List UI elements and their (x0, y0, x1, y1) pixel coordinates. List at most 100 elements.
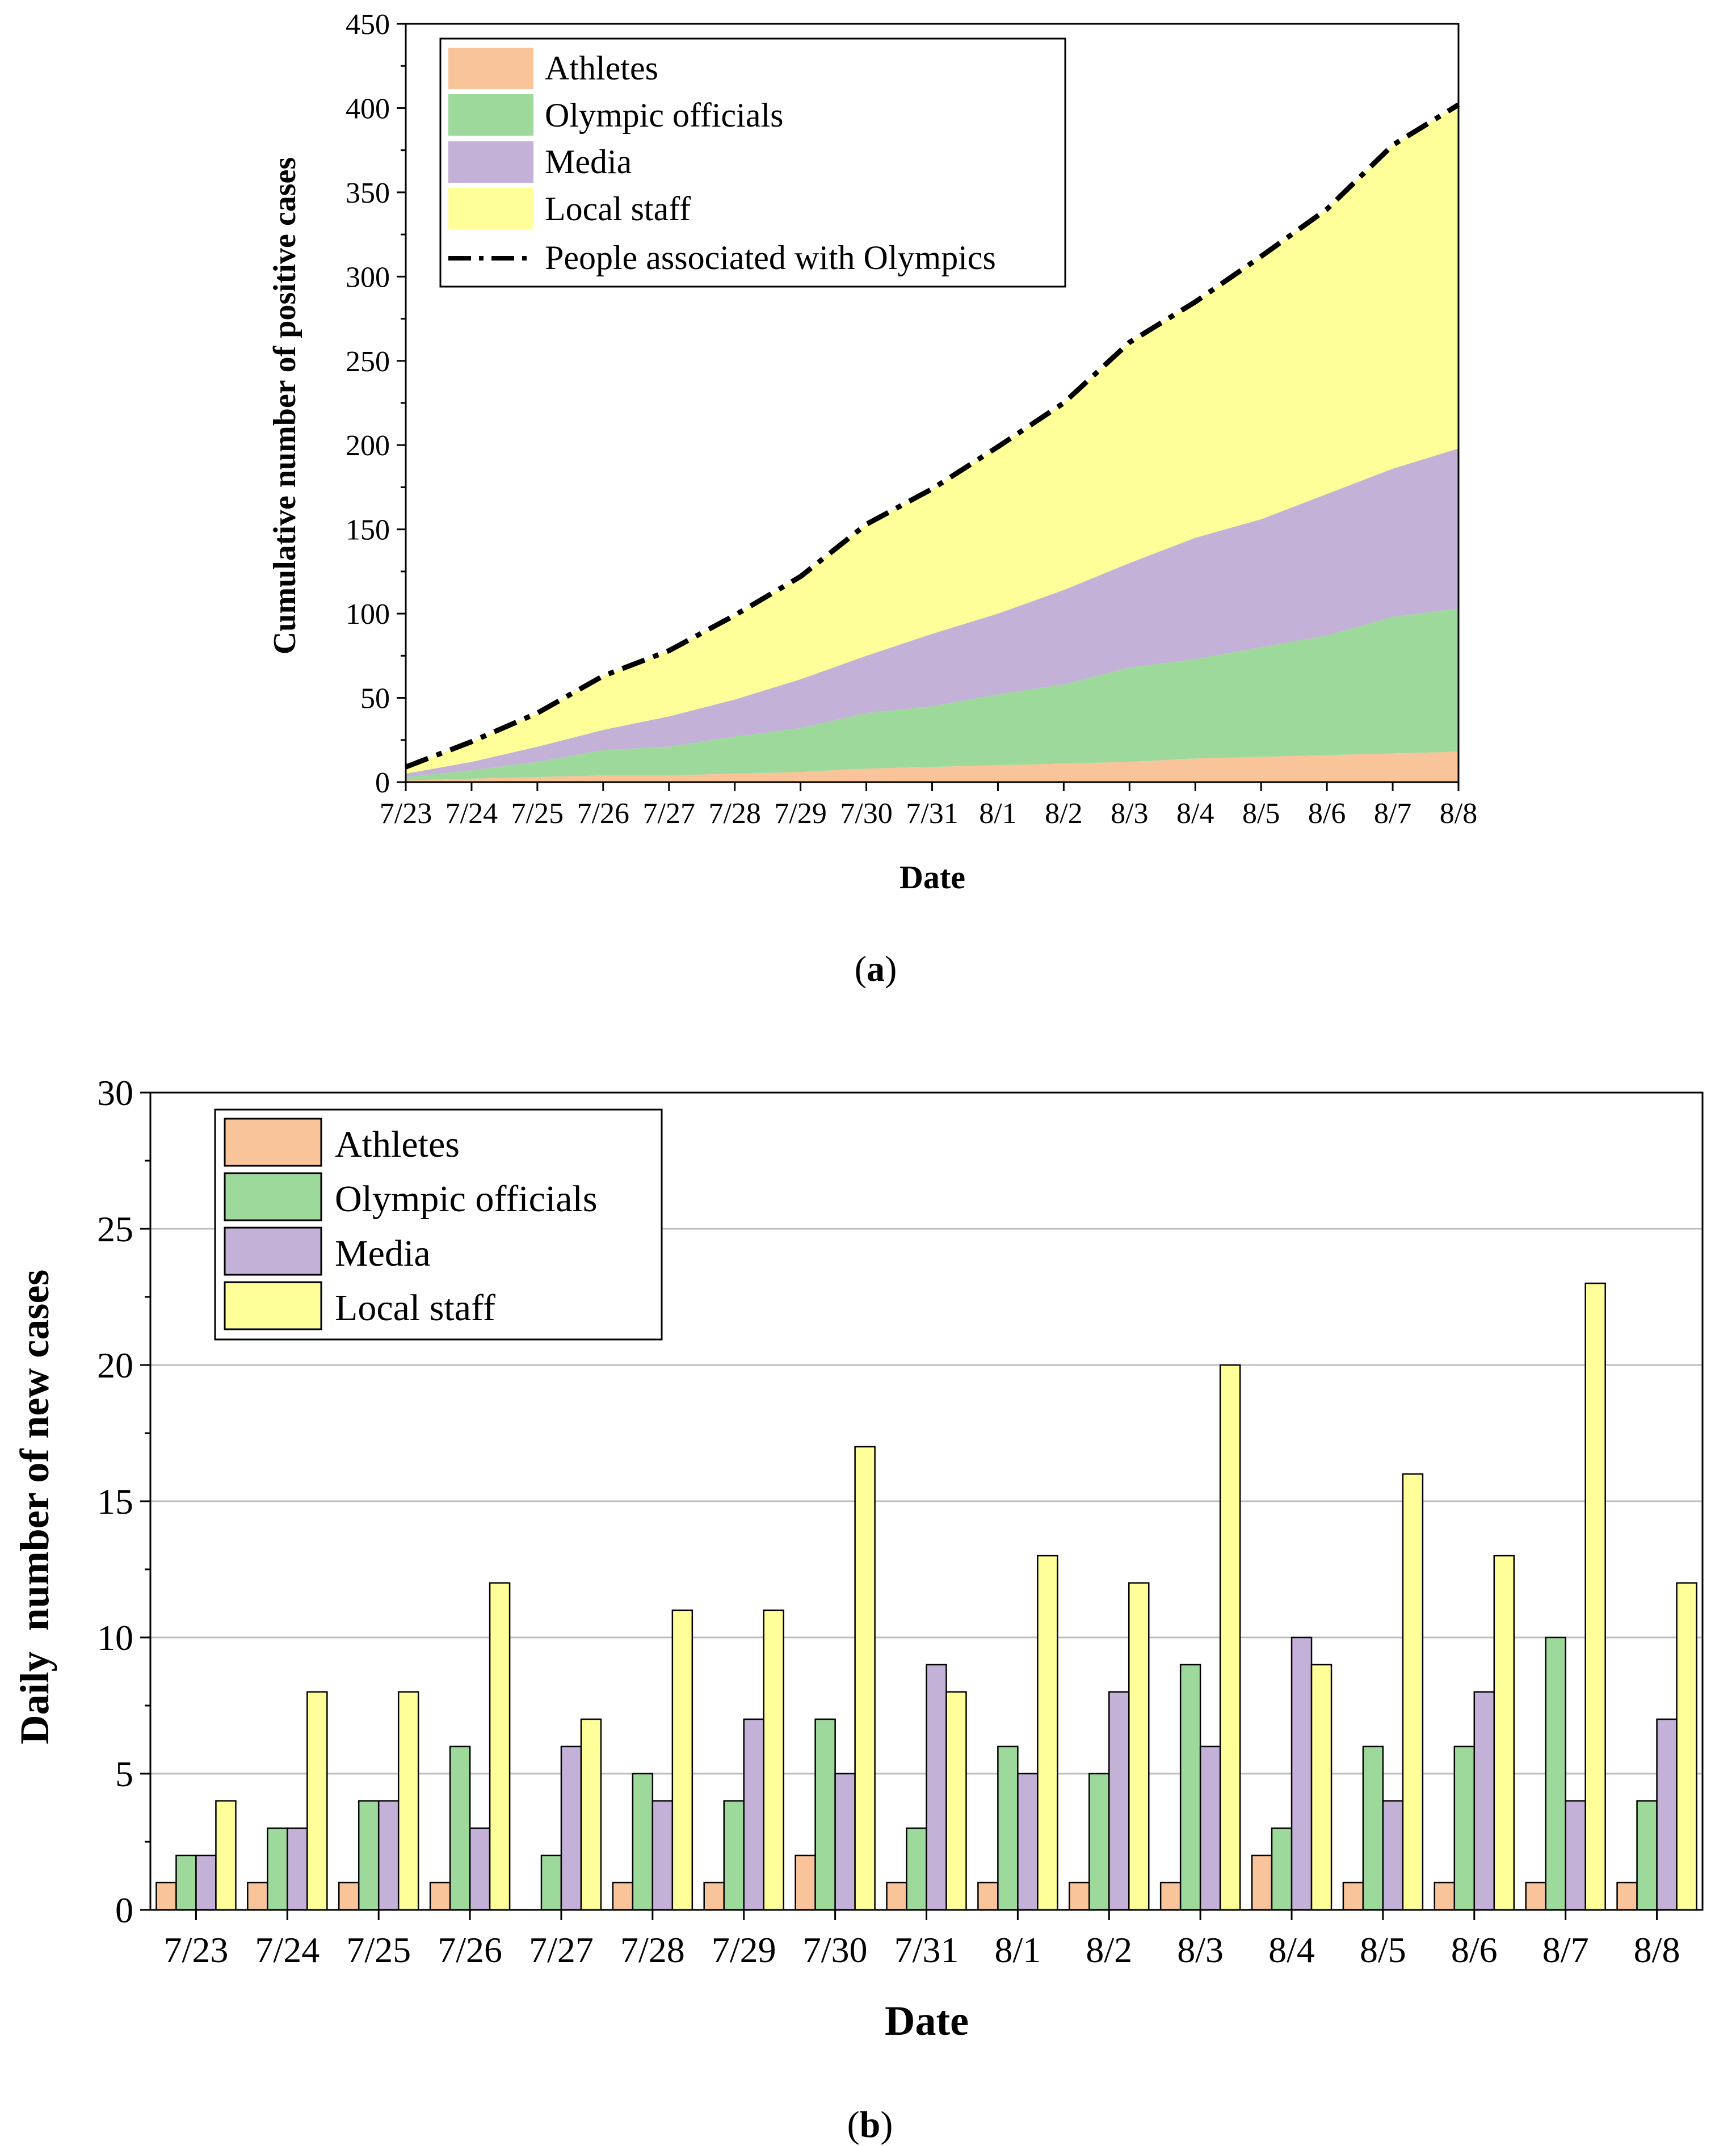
line-total-olympics (405, 102, 1460, 770)
legend-b: Athletes Olympic officials Media Local s… (214, 1108, 663, 1341)
bar-local-staff-7-27 (580, 1718, 602, 1911)
x-tick-label: 7/31 (894, 1930, 959, 1970)
x-tick-label: 7/26 (577, 797, 629, 830)
bar-media-8-7 (1565, 1800, 1586, 1911)
y-axis-title-a: Cumulative number of positive cases (267, 157, 302, 654)
y-tick-label: 25 (97, 1209, 133, 1249)
bar-athletes-7-30 (795, 1854, 816, 1911)
bar-media-7-28 (651, 1800, 674, 1911)
bar-athletes-7-25 (338, 1882, 360, 1911)
x-tick-label: 7/26 (438, 1930, 502, 1970)
bar-media-8-3 (1199, 1745, 1221, 1911)
bar-athletes-7-28 (612, 1882, 634, 1911)
x-axis-b: 7/23 7/24 7/25 7/26 7/27 7/28 7/29 7/30 7/31 8/1 8… (164, 1910, 1680, 1970)
legend-a: Athletes Olympic officials Media Local s… (439, 37, 1066, 288)
y-tick-label: 30 (97, 1073, 133, 1113)
bar-local-staff-7-23 (215, 1800, 237, 1911)
y-axis-title-b: Daily number of new cases (12, 1270, 57, 1745)
bar-local-staff-8-5 (1402, 1473, 1424, 1911)
bar-media-7-29 (743, 1718, 764, 1911)
x-tick-label: 7/30 (803, 1930, 868, 1970)
bar-olympic-officials-7-30 (814, 1718, 836, 1911)
y-tick-label: 400 (346, 93, 390, 125)
y-tick-label: 300 (346, 261, 390, 293)
y-tick-label: 0 (375, 767, 390, 799)
x-tick-label: 7/25 (511, 797, 564, 830)
x-tick-label: 8/5 (1360, 1930, 1406, 1970)
y-tick-label: 250 (346, 346, 390, 378)
legend-label-officials: Olympic officials (335, 1178, 598, 1220)
bar-athletes-8-6 (1434, 1882, 1456, 1911)
bar-olympic-officials-7-25 (358, 1800, 380, 1911)
bar-local-staff-8-3 (1219, 1364, 1241, 1911)
y-tick-label: 0 (115, 1890, 133, 1930)
y-tick-label: 50 (360, 683, 390, 715)
legend-label-officials: Olympic officials (545, 96, 783, 134)
chart-panel-a: 0 50 100 150 200 250 300 350 400 450 7/23 7/24 7/25… (267, 9, 1477, 989)
x-tick-label: 7/23 (380, 797, 432, 830)
bar-local-staff-7-30 (854, 1446, 876, 1911)
panel-label-a: (a) (855, 948, 897, 989)
x-tick-label: 8/3 (1111, 797, 1148, 830)
bar-athletes-8-5 (1342, 1882, 1364, 1911)
bar-media-7-23 (195, 1854, 217, 1911)
bar-local-staff-7-31 (945, 1691, 967, 1911)
x-axis-a: 7/23 7/24 7/25 7/26 7/27 7/28 7/29 7/30 7/31 8/1 8… (380, 782, 1477, 830)
x-tick-label: 8/6 (1451, 1930, 1498, 1970)
bar-local-staff-7-25 (397, 1691, 419, 1911)
bar-athletes-8-2 (1069, 1882, 1090, 1911)
bar-media-7-24 (287, 1827, 308, 1911)
legend-swatch-athletes (448, 48, 533, 89)
bar-media-8-8 (1656, 1718, 1678, 1911)
bar-layer (155, 1282, 1697, 1911)
bar-local-staff-7-26 (489, 1582, 511, 1911)
x-tick-label: 8/4 (1176, 797, 1214, 830)
x-tick-label: 7/28 (708, 797, 760, 830)
bar-athletes-7-26 (429, 1882, 451, 1911)
bar-olympic-officials-8-5 (1362, 1745, 1384, 1911)
y-tick-label: 15 (97, 1481, 133, 1522)
bar-media-7-25 (377, 1800, 400, 1911)
bar-media-7-26 (469, 1827, 491, 1911)
legend-swatch-media (224, 1227, 322, 1276)
bar-media-7-27 (560, 1745, 582, 1911)
bar-media-8-6 (1473, 1691, 1495, 1911)
area-media (406, 448, 1458, 778)
bar-athletes-7-31 (886, 1882, 907, 1911)
bar-olympic-officials-7-26 (449, 1745, 471, 1911)
legend-label-athletes: Athletes (335, 1124, 460, 1165)
stacked-area-layer (406, 104, 1458, 782)
legend-label-staff: Local staff (545, 190, 691, 228)
legend-swatch-media (448, 141, 533, 183)
y-tick-label: 450 (346, 9, 390, 41)
y-tick-label: 5 (115, 1754, 133, 1794)
bar-media-8-1 (1017, 1773, 1039, 1911)
x-tick-label: 8/8 (1634, 1930, 1680, 1970)
x-tick-label: 7/27 (529, 1930, 594, 1970)
bar-athletes-8-7 (1525, 1882, 1546, 1911)
x-tick-label: 7/24 (255, 1930, 320, 1970)
y-tick-label: 10 (97, 1618, 133, 1658)
bar-olympic-officials-7-23 (175, 1854, 197, 1911)
bar-athletes-7-29 (703, 1882, 725, 1911)
bar-local-staff-8-2 (1128, 1582, 1150, 1911)
x-tick-label: 8/1 (994, 1930, 1041, 1970)
x-tick-label: 8/1 (979, 797, 1016, 830)
legend-label-total-line: People associated with Olympics (545, 239, 996, 276)
bar-local-staff-7-24 (306, 1691, 328, 1911)
y-tick-label: 150 (346, 514, 390, 547)
panel-label-b: (b) (847, 2104, 893, 2145)
bar-local-staff-8-1 (1037, 1555, 1058, 1911)
bar-media-8-2 (1108, 1691, 1130, 1911)
x-tick-label: 7/29 (774, 797, 826, 830)
legend-box (439, 37, 1066, 288)
bar-local-staff-7-28 (671, 1609, 693, 1911)
area-olympic-officials (406, 608, 1458, 781)
x-axis-title-b: Date (885, 1998, 969, 2044)
legend-swatch-staff (224, 1281, 322, 1330)
bar-olympic-officials-8-2 (1088, 1773, 1110, 1911)
bar-olympic-officials-7-27 (540, 1854, 562, 1911)
y-tick-label: 100 (346, 598, 390, 631)
